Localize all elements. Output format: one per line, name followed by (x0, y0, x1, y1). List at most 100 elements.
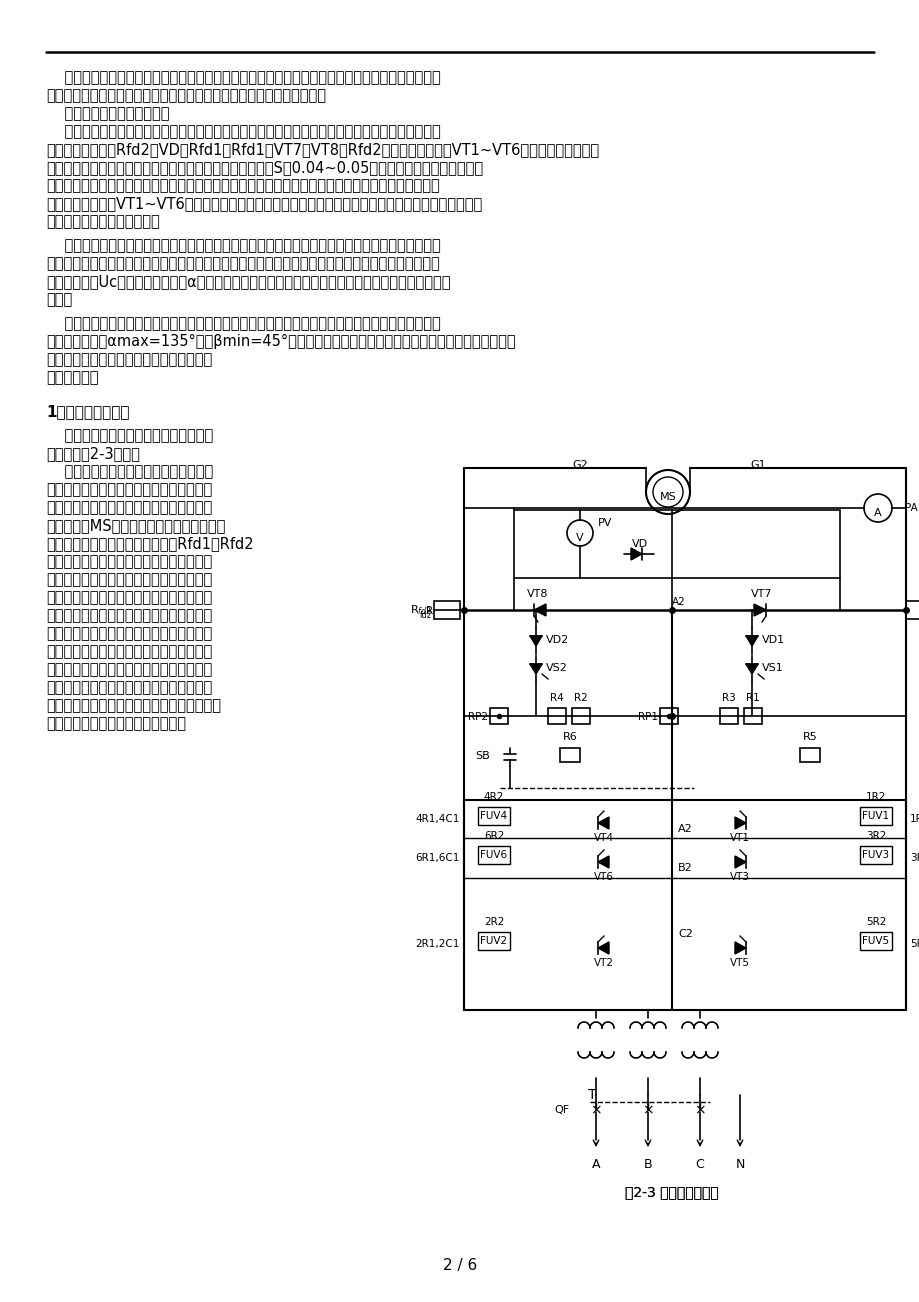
Text: 于阻断状态。当同步电动机启动到亚同步转速时（转子转差S为0.04~0.05），转子绕组中感应的交流电: 于阻断状态。当同步电动机启动到亚同步转速时（转子转差S为0.04~0.05），转… (46, 160, 482, 174)
Text: T: T (587, 1088, 596, 1101)
Bar (743, 708, 761, 724)
Text: A2: A2 (677, 824, 692, 835)
Text: 触发环节向主电路VT1~VT6晶闸管输出触发脉冲，使装置向同步电动机转子励磁绕组输出直流电流，同步: 触发环节向主电路VT1~VT6晶闸管输出触发脉冲，使装置向同步电动机转子励磁绕组… (46, 197, 482, 211)
Text: 逆变环节的作用是当同步电动机正常停车时，给触发环节参加一控制信号，使触发脉冲后移至设定: 逆变环节的作用是当同步电动机正常停车时，给触发环节参加一控制信号，使触发脉冲后移… (46, 316, 440, 331)
Text: R4: R4 (550, 693, 563, 703)
Bar (514, 510, 839, 578)
Text: 1R2: 1R2 (865, 792, 885, 802)
Bar (572, 708, 589, 724)
Text: 控桥式电路工作在整流工作状态，输出直流: 控桥式电路工作在整流工作状态，输出直流 (46, 644, 212, 659)
Text: PV: PV (597, 518, 612, 529)
Text: 的逆变角，一般αmax=135°（即βmin=45°）位置，从而使三相桥式全控电路从整流工作状态立即转入: 的逆变角，一般αmax=135°（即βmin=45°）位置，从而使三相桥式全控电… (46, 335, 515, 349)
Text: 4R1,4C1: 4R1,4C1 (415, 814, 460, 824)
Bar (548, 708, 565, 724)
Text: MS: MS (659, 492, 675, 503)
Polygon shape (734, 816, 745, 829)
Text: R3: R3 (721, 693, 735, 703)
Text: 4R2: 4R2 (483, 792, 504, 802)
Bar (463, 799, 905, 1010)
Text: VS2: VS2 (545, 663, 567, 673)
Polygon shape (734, 855, 745, 868)
Text: 2R2: 2R2 (483, 917, 504, 927)
Circle shape (652, 477, 682, 506)
Text: VT7: VT7 (751, 589, 772, 599)
Text: 正负半周分别通过Rfd2、VD、Rfd1和Rfd1、VT7、VT8、Rfd2放电。此时主电路VT1~VT6晶闸管无触发脉冲处: 正负半周分别通过Rfd2、VD、Rfd1和Rfd1、VT7、VT8、Rfd2放电… (46, 142, 598, 158)
Text: C2: C2 (677, 930, 692, 939)
Text: 的顺利灭磁。: 的顺利灭磁。 (46, 370, 98, 385)
Polygon shape (597, 816, 608, 829)
Text: 图2-3 励磁系统主电路: 图2-3 励磁系统主电路 (624, 1185, 718, 1199)
Text: VT4: VT4 (594, 833, 613, 842)
Text: 压幅值、频率都已很低，投励环节自动发出投励脉冲、接通给定回路，使移相给定电压加到触发环节。: 压幅值、频率都已很低，投励环节自动发出投励脉冲、接通给定回路，使移相给定电压加到… (46, 178, 439, 193)
Polygon shape (745, 635, 757, 646)
Text: G2: G2 (572, 460, 587, 470)
Text: 1R1,1C1: 1R1,1C1 (909, 814, 919, 824)
Text: ×: × (641, 1103, 653, 1117)
Polygon shape (630, 548, 641, 560)
Text: R1: R1 (745, 693, 759, 703)
Text: VT6: VT6 (594, 872, 613, 881)
Text: 电压负反应是将装置交流电源侧引入的交流电压反应信号反极性地与给定信号综合，以保证交流电: 电压负反应是将装置交流电源侧引入的交流电压反应信号反极性地与给定信号综合，以保证… (46, 238, 440, 253)
Text: ×: × (694, 1103, 705, 1117)
Text: 整流电压。当同步电动机正常停车时，三相: 整流电压。当同步电动机正常停车时，三相 (46, 661, 212, 677)
Bar (478, 807, 509, 825)
Text: 同步电动机MS转子励磁绕组上产生的感应交: 同步电动机MS转子励磁绕组上产生的感应交 (46, 518, 225, 533)
Text: FUV2: FUV2 (480, 936, 507, 947)
Circle shape (863, 493, 891, 522)
Text: FUV5: FUV5 (861, 936, 889, 947)
Bar (659, 708, 677, 724)
Bar (478, 846, 509, 865)
Text: VD1: VD1 (761, 635, 784, 644)
Text: R$_{fd2}$: R$_{fd2}$ (410, 603, 432, 617)
Text: 5R2: 5R2 (865, 917, 885, 927)
Text: 系统的简要工作原理如下：: 系统的简要工作原理如下： (46, 105, 169, 121)
Text: V: V (575, 533, 584, 543)
Circle shape (566, 519, 593, 546)
Text: PA: PA (904, 503, 917, 513)
Text: 三相交流电源经整流变压器降压后接至: 三相交流电源经整流变压器降压后接至 (46, 464, 213, 479)
Text: VT2: VT2 (594, 958, 613, 967)
Text: 6R2: 6R2 (483, 831, 504, 841)
Text: 2R1,2C1: 2R1,2C1 (415, 939, 460, 949)
Bar (478, 932, 509, 950)
Text: B: B (643, 1157, 652, 1170)
Text: VT3: VT3 (729, 872, 749, 881)
Text: RP1: RP1 (637, 712, 657, 723)
Text: 逆变工作状态，以保证同步电动机转子绕组: 逆变工作状态，以保证同步电动机转子绕组 (46, 352, 212, 367)
Polygon shape (754, 604, 766, 616)
Polygon shape (734, 943, 745, 954)
Text: R2: R2 (573, 693, 587, 703)
Text: 6R1,6C1: 6R1,6C1 (415, 853, 460, 863)
Text: 电路，如图2-3所示。: 电路，如图2-3所示。 (46, 447, 140, 461)
Text: 3R2: 3R2 (865, 831, 885, 841)
Text: RP2: RP2 (468, 712, 487, 723)
Text: 1、励磁装置主电路: 1、励磁装置主电路 (46, 404, 130, 419)
Text: 整流电路的直流电压立即投入励磁，使同步: 整流电路的直流电压立即投入励磁，使同步 (46, 590, 212, 605)
Text: 晶闸管励磁装置系统由主电路、灭磁环节、投励环节、电压负反应与给定环节、触发环节、逆变环: 晶闸管励磁装置系统由主电路、灭磁环节、投励环节、电压负反应与给定环节、触发环节、… (46, 70, 440, 85)
Text: FUV3: FUV3 (861, 850, 889, 861)
Text: 待电感放电充毕逆变工作状态完毕。: 待电感放电充毕逆变工作状态完毕。 (46, 716, 186, 730)
Bar (800, 749, 819, 762)
Text: 变电压通过灭磁环节上的放电电阻Rfd1、Rfd2: 变电压通过灭磁环节上的放电电阻Rfd1、Rfd2 (46, 536, 254, 551)
Bar (905, 602, 919, 618)
Text: VS1: VS1 (761, 663, 783, 673)
Text: QF: QF (554, 1105, 570, 1115)
Text: VT1: VT1 (729, 833, 749, 842)
Text: 2 / 6: 2 / 6 (442, 1258, 477, 1273)
Bar (720, 708, 737, 724)
Text: A: A (873, 508, 880, 518)
Text: 电动机牵入同步而正常运行。: 电动机牵入同步而正常运行。 (46, 214, 160, 229)
Text: VD: VD (631, 539, 647, 549)
Text: 电动机拖入同步运行，同时除放电电阻。在: 电动机拖入同步运行，同时除放电电阻。在 (46, 608, 212, 622)
Bar (560, 749, 579, 762)
Bar (490, 708, 507, 724)
Text: VT5: VT5 (729, 958, 749, 967)
Text: G1: G1 (749, 460, 765, 470)
Text: 源电压波动时装置输出励磁电压根本不变。例如，交流电源电压降低时，电压负反应电压也减小，综合: 源电压波动时装置输出励磁电压根本不变。例如，交流电源电压降低时，电压负反应电压也… (46, 256, 439, 271)
Circle shape (645, 470, 689, 514)
Polygon shape (597, 855, 608, 868)
Text: 成回路，同步机作异步起动。待电机起动至: 成回路，同步机作异步起动。待电机起动至 (46, 553, 212, 569)
Text: 励磁。: 励磁。 (46, 292, 73, 307)
Text: A: A (591, 1157, 599, 1170)
Text: 3R1,3C1: 3R1,3C1 (909, 853, 919, 863)
